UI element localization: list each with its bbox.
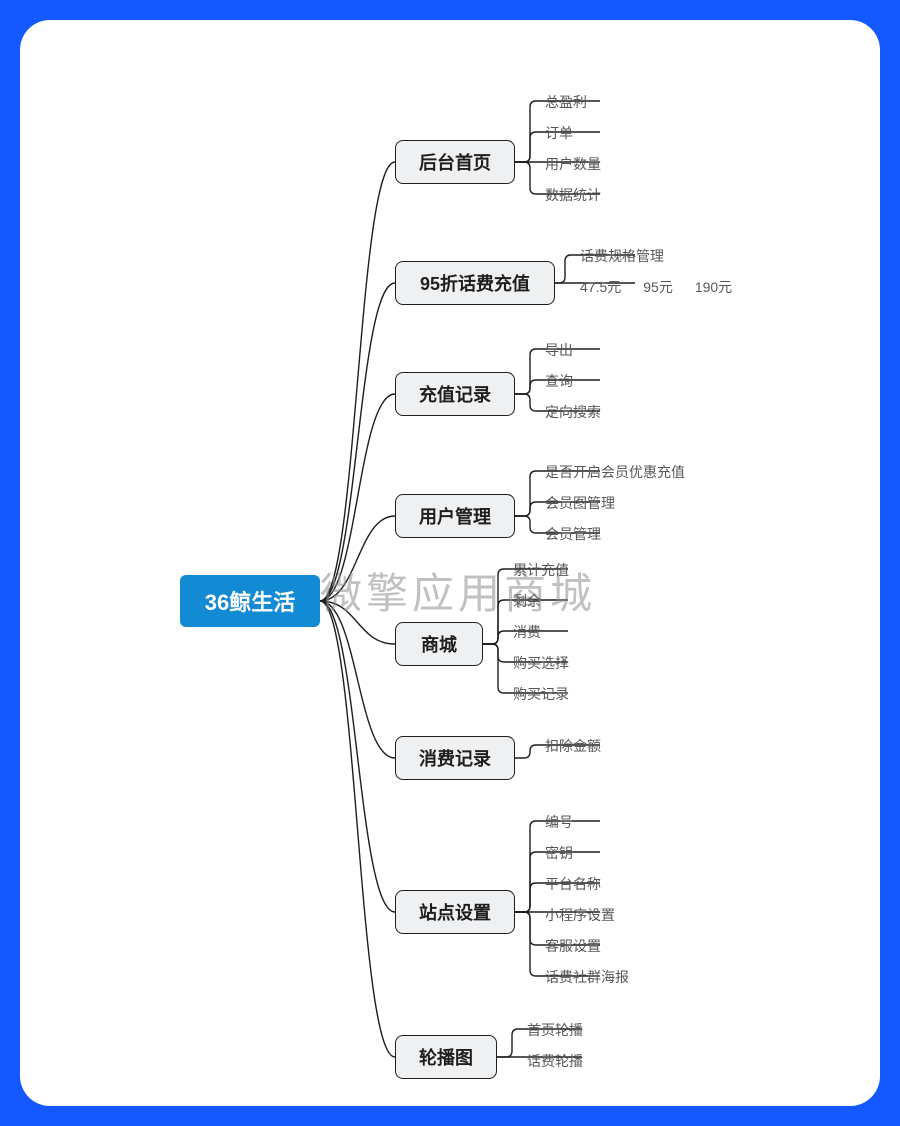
leaf-node: 密钥 <box>545 843 573 863</box>
leaf-node: 是否开启会员优惠充值 <box>545 462 685 482</box>
leaf-node: 话费社群海报 <box>545 967 629 987</box>
leaf-node: 客服设置 <box>545 936 601 956</box>
leaf-node: 话费轮播 <box>527 1051 583 1071</box>
leaf-node: 定向搜索 <box>545 402 601 422</box>
leaf-node: 导出 <box>545 340 573 360</box>
leaf-node: 会员图管理 <box>545 493 615 513</box>
mindmap-canvas: 微擎应用商城 36鲸生活后台首页总盈利订单用户数量数据统计95折话费充值话费规格… <box>20 20 880 1106</box>
branch-node-b7[interactable]: 站点设置 <box>395 890 515 934</box>
leaf-node: 数据统计 <box>545 185 601 205</box>
leaf-node: 扣除金额 <box>545 736 601 756</box>
leaf-node: 话费规格管理 <box>580 246 664 266</box>
leaf-item: 190元 <box>695 277 732 297</box>
branch-node-b3[interactable]: 充值记录 <box>395 372 515 416</box>
leaf-node: 编号 <box>545 812 573 832</box>
leaf-node: 平台名称 <box>545 874 601 894</box>
leaf-node: 购买选择 <box>513 653 569 673</box>
leaf-node: 小程序设置 <box>545 905 615 925</box>
leaf-node: 消费 <box>513 622 541 642</box>
leaf-node: 总盈利 <box>545 92 587 112</box>
branch-node-b5[interactable]: 商城 <box>395 622 483 666</box>
leaf-node: 用户数量 <box>545 154 601 174</box>
branch-node-b4[interactable]: 用户管理 <box>395 494 515 538</box>
leaf-item: 95元 <box>643 277 673 297</box>
leaf-item: 47.5元 <box>580 277 621 297</box>
leaf-node: 47.5元 95元 190元 <box>580 277 732 297</box>
leaf-node: 剩余 <box>513 591 541 611</box>
leaf-node: 累计充值 <box>513 560 569 580</box>
branch-node-b2[interactable]: 95折话费充值 <box>395 261 555 305</box>
leaf-node: 订单 <box>545 123 573 143</box>
branch-node-b1[interactable]: 后台首页 <box>395 140 515 184</box>
root-node[interactable]: 36鲸生活 <box>180 575 320 627</box>
leaf-node: 会员管理 <box>545 524 601 544</box>
leaf-node: 首页轮播 <box>527 1020 583 1040</box>
leaf-node: 查询 <box>545 371 573 391</box>
leaf-node: 购买记录 <box>513 684 569 704</box>
branch-node-b6[interactable]: 消费记录 <box>395 736 515 780</box>
branch-node-b8[interactable]: 轮播图 <box>395 1035 497 1079</box>
